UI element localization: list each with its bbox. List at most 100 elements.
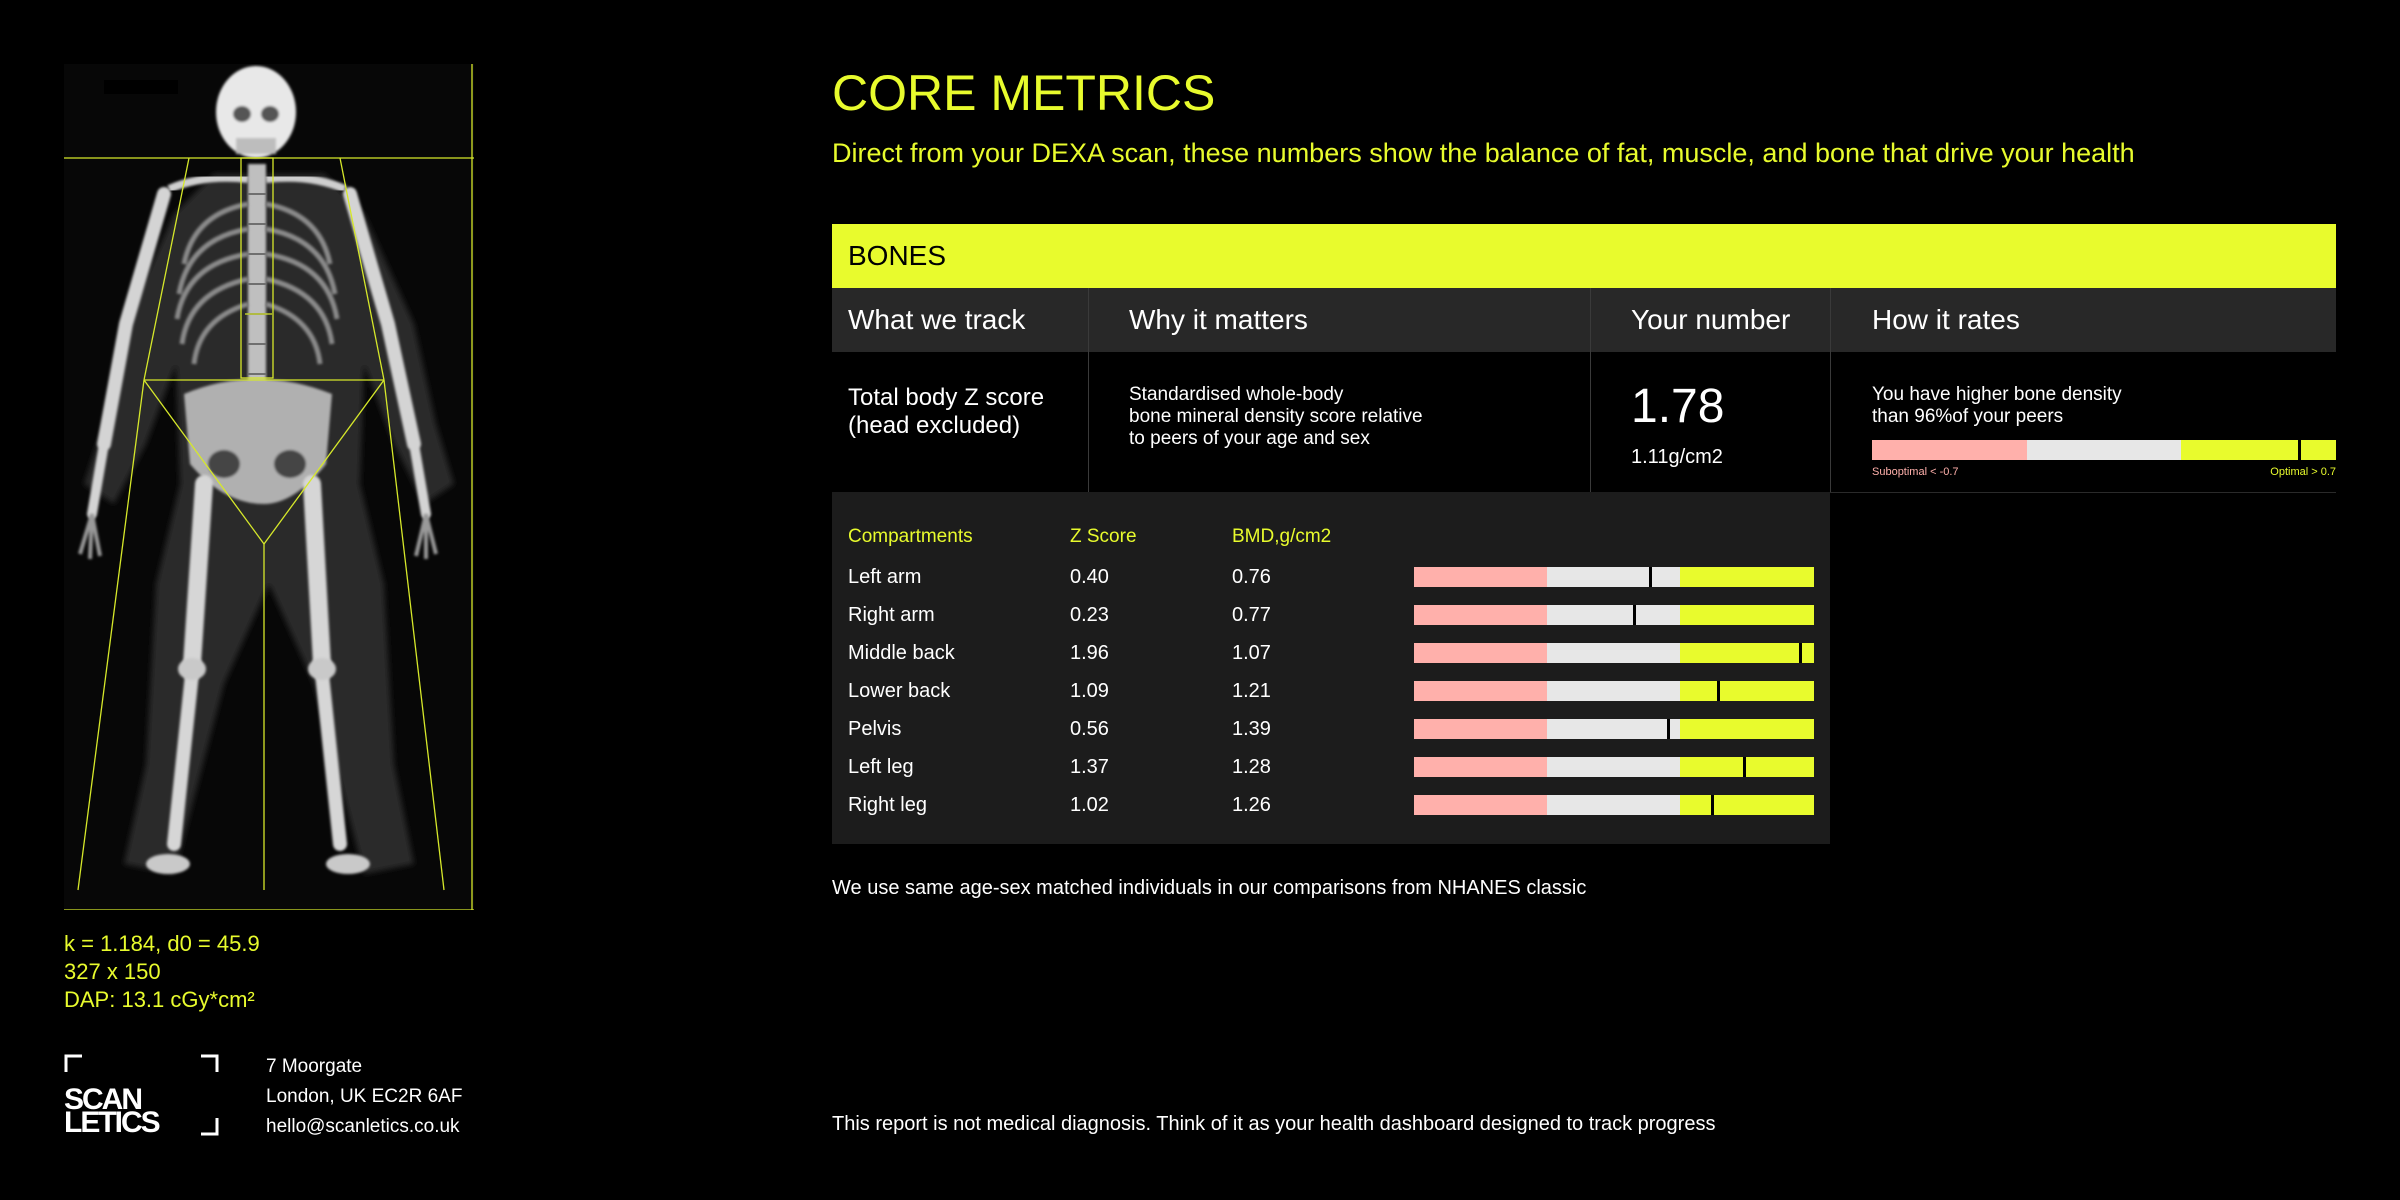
scale-segment-neutral: [1547, 605, 1681, 625]
scale-marker: [2297, 440, 2301, 460]
scale-segment-suboptimal: [1414, 567, 1548, 587]
scan-dimensions-text: 327 x 150: [64, 959, 161, 984]
scale-segment-optimal: [1680, 605, 1814, 625]
scale-label-optimal: Optimal > 0.7: [2270, 466, 2336, 478]
compartments-header-bmd: BMD,g/cm2: [1232, 526, 1332, 547]
compartment-z-score: 0.40: [1070, 566, 1109, 588]
scale-segment-optimal: [1680, 719, 1814, 739]
scale-segment-neutral: [1547, 567, 1681, 587]
scale-marker: [1717, 681, 1720, 701]
metric-value: 1.78: [1631, 380, 1725, 433]
scale-segment-neutral: [1547, 643, 1681, 663]
scan-calibration-text: k = 1.184, d0 = 45.9: [64, 931, 260, 956]
column-divider: [1590, 288, 1591, 352]
compartment-bmd: 1.07: [1232, 642, 1271, 664]
compartment-scale-bar: [1414, 605, 1814, 625]
compartment-row: Left arm 0.40 0.76: [832, 566, 1830, 604]
compartment-bmd: 1.26: [1232, 794, 1271, 816]
scale-marker: [1648, 567, 1652, 587]
compartment-name: Left leg: [848, 756, 914, 778]
section-header-bones: BONES: [832, 224, 2336, 288]
scale-segment-neutral: [1547, 795, 1681, 815]
compartment-scale-bar: [1414, 795, 1814, 815]
column-header-your-number: Your number: [1631, 304, 1791, 335]
page-subtitle: Direct from your DEXA scan, these number…: [832, 138, 2135, 168]
scale-segment-neutral: [1547, 681, 1681, 701]
column-divider: [1830, 352, 1831, 492]
page-title: CORE METRICS: [832, 65, 1216, 121]
scan-dose-text: DAP: 13.1 cGy*cm²: [64, 987, 255, 1012]
compartment-row: Right arm 0.23 0.77: [832, 604, 1830, 642]
compartment-bmd: 1.28: [1232, 756, 1271, 778]
compartment-bmd: 1.39: [1232, 718, 1271, 740]
compartment-scale-bar: [1414, 643, 1814, 663]
scale-segment-optimal: [1680, 567, 1814, 587]
compartment-name: Left arm: [848, 566, 922, 588]
scale-marker: [1743, 757, 1746, 777]
compartments-header-name: Compartments: [848, 526, 973, 547]
scale-segment-suboptimal: [1414, 605, 1548, 625]
column-header-what-we-track: What we track: [848, 304, 1026, 335]
scale-segment-optimal: [1680, 757, 1814, 777]
column-divider: [1088, 288, 1089, 352]
compartment-z-score: 1.96: [1070, 642, 1109, 664]
metric-sub-value: 1.11g/cm2: [1631, 446, 1723, 468]
compartment-row: Middle back 1.96 1.07: [832, 642, 1830, 680]
compartment-bmd: 1.21: [1232, 680, 1271, 702]
scale-segment-optimal: [2181, 440, 2336, 460]
scale-segment-suboptimal: [1414, 757, 1548, 777]
compartment-name: Middle back: [848, 642, 955, 664]
compartments-header-z-score: Z Score: [1070, 526, 1137, 547]
scale-marker: [1633, 605, 1636, 625]
scale-segment-neutral: [1547, 719, 1681, 739]
logo-wordmark: SCAN LETICS: [64, 1083, 161, 1139]
scanletics-logo: SCAN LETICS: [64, 1054, 219, 1139]
rating-text: You have higher bone density than 96%of …: [1872, 384, 2122, 427]
compartment-scale-bar: [1414, 567, 1814, 587]
logo-frame-icon: [64, 1054, 219, 1136]
metric-name: Total body Z score (head excluded): [848, 384, 1045, 439]
compartments-panel: Compartments Z Score BMD,g/cm2 Left arm 0…: [832, 492, 1830, 844]
medical-disclaimer: This report is not medical diagnosis. Th…: [832, 1113, 1716, 1135]
scale-segment-neutral: [1547, 757, 1681, 777]
address-city: London, UK EC2R 6AF: [266, 1086, 463, 1107]
table-column-headers: What we track Why it matters Your number…: [832, 288, 2336, 352]
compartment-bmd: 0.76: [1232, 566, 1271, 588]
comparison-footnote: We use same age-sex matched individuals …: [832, 877, 1587, 899]
scale-marker: [1711, 795, 1714, 815]
scale-segment-suboptimal: [1872, 440, 2027, 460]
compartment-scale-bar: [1414, 757, 1814, 777]
company-address: 7 Moorgate London, UK EC2R 6AF hello@sca…: [266, 1052, 462, 1142]
compartment-z-score: 1.37: [1070, 756, 1109, 778]
compartment-row: Right leg 1.02 1.26: [832, 794, 1830, 832]
compartment-row: Pelvis 0.56 1.39: [832, 718, 1830, 756]
table-row-total-body: Total body Z score (head excluded) Stand…: [832, 352, 2336, 493]
compartment-z-score: 1.09: [1070, 680, 1109, 702]
compartment-scale-bar: [1414, 719, 1814, 739]
scale-segment-suboptimal: [1414, 719, 1548, 739]
scale-segment-optimal: [1680, 681, 1814, 701]
column-header-how-it-rates: How it rates: [1872, 304, 2020, 335]
dexa-scan-image: [64, 64, 474, 910]
compartment-row: Left leg 1.37 1.28: [832, 756, 1830, 794]
compartment-row: Lower back 1.09 1.21: [832, 680, 1830, 718]
column-divider: [1830, 288, 1831, 352]
compartment-name: Pelvis: [848, 718, 902, 740]
column-divider: [1590, 352, 1591, 492]
scan-readout: k = 1.184, d0 = 45.9 327 x 150 DAP: 13.1…: [64, 930, 260, 1014]
compartment-z-score: 1.02: [1070, 794, 1109, 816]
scale-segment-optimal: [1680, 643, 1814, 663]
compartment-name: Lower back: [848, 680, 951, 702]
scale-segment-optimal: [1680, 795, 1814, 815]
column-header-why-it-matters: Why it matters: [1129, 304, 1308, 335]
contact-email[interactable]: hello@scanletics.co.uk: [266, 1116, 460, 1137]
address-street: 7 Moorgate: [266, 1056, 363, 1077]
scale-marker: [1799, 643, 1802, 663]
column-divider: [1088, 352, 1089, 492]
scale-label-suboptimal: Suboptimal < -0.7: [1872, 466, 1959, 478]
compartment-z-score: 0.23: [1070, 604, 1109, 626]
compartment-name: Right arm: [848, 604, 935, 626]
scale-segment-neutral: [2026, 440, 2181, 460]
compartment-z-score: 0.56: [1070, 718, 1109, 740]
scale-segment-suboptimal: [1414, 681, 1548, 701]
